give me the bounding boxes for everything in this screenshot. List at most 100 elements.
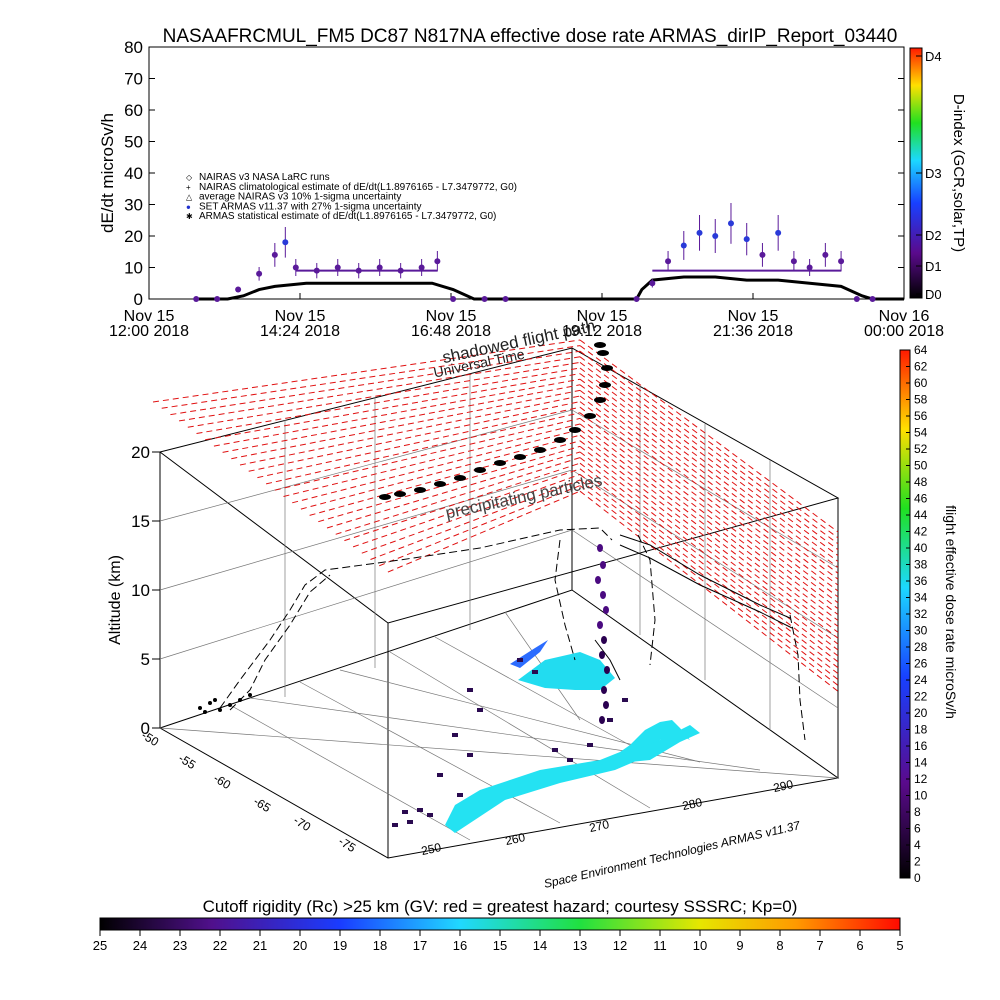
x-tick-label-line2: 16:48 2018 bbox=[411, 323, 491, 340]
red-dashed-line bbox=[579, 350, 839, 545]
armas-data-point bbox=[282, 239, 289, 246]
red-dashed-line bbox=[579, 345, 839, 539]
x-tick-label-line1: Nov 15 bbox=[426, 308, 477, 325]
red-dashed-line bbox=[213, 378, 581, 447]
red-dashed-line bbox=[161, 345, 581, 409]
dose-rate-tick-label: 56 bbox=[914, 409, 928, 423]
flight-marker-high bbox=[454, 475, 466, 481]
x-tick-label-line1: Nov 15 bbox=[124, 308, 175, 325]
flight-marker-floor bbox=[407, 820, 413, 824]
dose-rate-tick-label: 26 bbox=[914, 657, 928, 671]
cutoff-rigidity-tick-label: 11 bbox=[653, 938, 667, 953]
flight-marker-descent bbox=[597, 621, 603, 629]
latitude-tick-label: -75 bbox=[336, 834, 358, 855]
cutoff-rigidity-region bbox=[445, 640, 700, 833]
x-tick-label-line2: 21:36 2018 bbox=[713, 323, 793, 340]
armas-data-point bbox=[775, 229, 782, 236]
red-dashed-line bbox=[335, 457, 581, 535]
flight-marker-descent bbox=[599, 716, 605, 724]
grid-lines bbox=[159, 374, 839, 841]
y-tick-label: 30 bbox=[124, 196, 143, 215]
dose-rate-tick-label: 10 bbox=[914, 789, 928, 803]
armas-data-point bbox=[853, 296, 860, 302]
cutoff-rigidity-tick-label: 18 bbox=[373, 938, 387, 953]
dose-rate-tick-label: 28 bbox=[914, 640, 928, 654]
dose-rate-tick-label: 18 bbox=[914, 723, 928, 737]
legend-symbol: ✱ bbox=[186, 212, 193, 221]
chart-title: NASAAFRCMUL_FM5 DC87 N817NA effective do… bbox=[163, 26, 898, 47]
cutoff-rigidity-tick-label: 15 bbox=[493, 938, 507, 953]
flight-marker-high bbox=[414, 487, 426, 493]
flight-marker-descent bbox=[600, 591, 606, 599]
legend: ◇ NAIRAS v3 NASA LaRC runs + NAIRAS climato… bbox=[186, 172, 517, 222]
red-dashed-line bbox=[579, 356, 839, 551]
y-tick-label: 80 bbox=[124, 38, 143, 57]
cutoff-rigidity-ticks: 25 24 23 22 21 20 19 18 17 16 15 14 13 12 11 10 9 8 7 6 5 bbox=[93, 930, 904, 953]
armas-data-point bbox=[696, 229, 703, 236]
legend-symbol: + bbox=[186, 183, 191, 192]
red-dashed-line bbox=[579, 457, 839, 657]
red-dashed-line bbox=[379, 485, 581, 567]
flight-marker-high bbox=[594, 397, 606, 403]
cutoff-rigidity-tick-label: 24 bbox=[133, 938, 147, 953]
x-tick-label-line1: Nov 15 bbox=[728, 308, 779, 325]
red-dashed-line bbox=[579, 361, 839, 557]
flight-marker-floor bbox=[427, 813, 433, 817]
armas-data-point bbox=[869, 296, 876, 302]
flight-marker-descent bbox=[601, 686, 607, 694]
armas-data-point bbox=[743, 236, 750, 243]
latitude-tick-label: -55 bbox=[176, 751, 198, 772]
flight-marker-descent bbox=[599, 651, 605, 659]
red-dashed-line bbox=[187, 361, 581, 428]
red-dashed-line bbox=[579, 468, 839, 669]
x-tick-label-line2: 12:00 2018 bbox=[109, 323, 189, 340]
red-dashed-line bbox=[579, 412, 839, 610]
armas-data-point bbox=[502, 296, 509, 302]
dose-rate-tick-label: 34 bbox=[914, 591, 928, 605]
red-dashed-line bbox=[344, 462, 581, 542]
cutoff-rigidity-tick-label: 16 bbox=[453, 938, 467, 953]
cutoff-rigidity-tick-label: 10 bbox=[693, 938, 707, 953]
flight-marker-high bbox=[554, 437, 566, 443]
flight-marker-high bbox=[601, 365, 613, 371]
red-dashed-line bbox=[387, 490, 581, 573]
armas-data-point bbox=[633, 296, 640, 302]
dose-rate-tick-label: 22 bbox=[914, 690, 928, 704]
cutoff-rigidity-title: Cutoff rigidity (Rc) >25 km (GV: red = g… bbox=[203, 897, 798, 916]
flight-marker-floor bbox=[622, 698, 628, 702]
red-dashed-line bbox=[579, 423, 839, 621]
shadow-path-east bbox=[789, 614, 806, 741]
rigidity-region-north bbox=[518, 652, 615, 690]
projected-path bbox=[594, 534, 793, 681]
latitude-tick-label: -60 bbox=[211, 771, 233, 792]
flight-marker-floor bbox=[607, 718, 613, 722]
red-dashed-line bbox=[579, 485, 839, 686]
flight-marker-origin bbox=[208, 701, 212, 705]
armas-data-point bbox=[214, 296, 221, 302]
red-dashed-line bbox=[579, 434, 839, 633]
red-dashed-line bbox=[579, 462, 839, 663]
flight-marker-floor bbox=[467, 688, 473, 692]
red-dashed-line bbox=[370, 479, 581, 560]
altitude-axis-label: Altitude (km) bbox=[107, 555, 124, 645]
flight-marker-high bbox=[494, 460, 506, 466]
cutoff-rigidity-tick-label: 23 bbox=[173, 938, 187, 953]
red-dashed-line bbox=[300, 434, 581, 510]
red-dashed-line bbox=[579, 367, 839, 562]
dose-rate-tick-label: 50 bbox=[914, 459, 928, 473]
flight-marker-floor bbox=[532, 670, 538, 674]
red-dashed-line bbox=[579, 429, 839, 627]
d-index-ticks: D0 D1 D2 D3 D4 bbox=[916, 49, 942, 302]
armas-data-point bbox=[418, 264, 425, 271]
projected-path-north bbox=[594, 639, 621, 681]
dose-rate-colorbar-label: flight effective dose rate microSv/h bbox=[943, 505, 959, 719]
legend-entry: NAIRAS v3 NASA LaRC runs bbox=[199, 172, 330, 183]
flight-marker-descent bbox=[604, 666, 610, 674]
shadowed-flight-path bbox=[219, 527, 806, 741]
x-tick-label-line1: Nov 15 bbox=[275, 308, 326, 325]
x-tick-label-line1: Nov 15 bbox=[577, 308, 628, 325]
flight-marker-floor bbox=[467, 753, 473, 757]
dose-rate-tick-label: 54 bbox=[914, 426, 928, 440]
red-dashed-line bbox=[318, 445, 581, 523]
